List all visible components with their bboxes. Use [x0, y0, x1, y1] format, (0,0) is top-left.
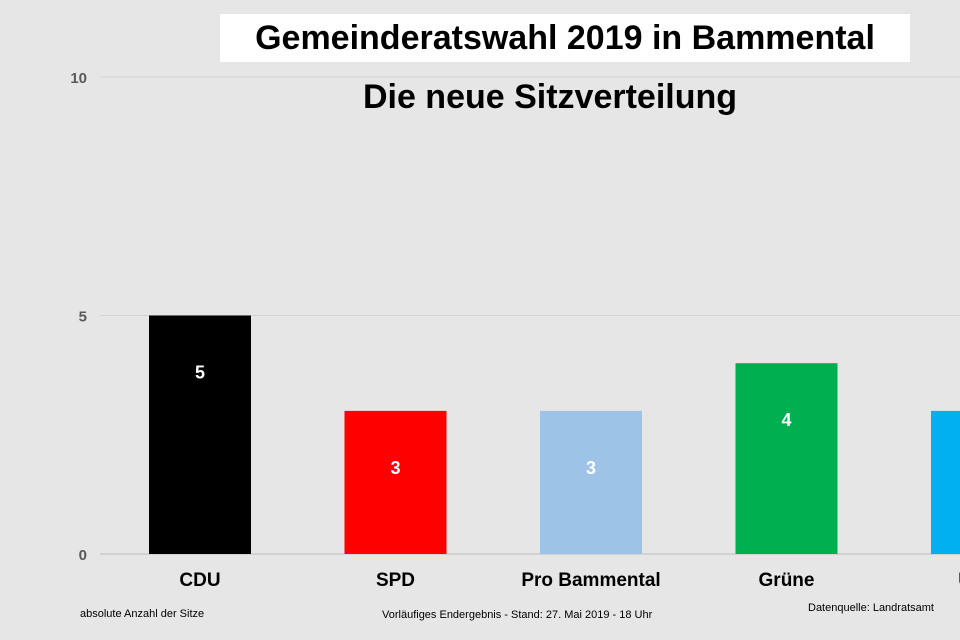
- footnote-middle: Vorläufiges Endergebnis - Stand: 27. Mai…: [382, 609, 653, 621]
- y-tick-label: 10: [70, 70, 87, 87]
- data-label: 5: [195, 363, 205, 383]
- x-category-label: Grüne: [759, 570, 815, 591]
- x-category-label: CDU: [179, 570, 220, 591]
- data-label: 3: [390, 458, 400, 478]
- data-label: 3: [586, 458, 596, 478]
- chart-title: Gemeinderatswahl 2019 in Bammental: [220, 14, 910, 62]
- data-label: 4: [781, 410, 791, 430]
- x-category-label: SPD: [376, 570, 415, 591]
- chart-subtitle: Die neue Sitzverteilung: [362, 78, 738, 116]
- y-tick-label: 5: [79, 309, 87, 326]
- bar: [344, 410, 447, 554]
- y-tick-label: 0: [79, 547, 87, 564]
- footnote-source: Datenquelle: Landratsamt: [808, 602, 934, 614]
- x-category-label: Unab: [958, 570, 960, 591]
- bar: [931, 410, 960, 554]
- footnote-left: absolute Anzahl der Sitze: [80, 608, 205, 620]
- bar: [149, 315, 251, 554]
- bar: [735, 363, 838, 554]
- bar: [540, 410, 642, 554]
- x-category-label: Pro Bammental: [521, 570, 660, 591]
